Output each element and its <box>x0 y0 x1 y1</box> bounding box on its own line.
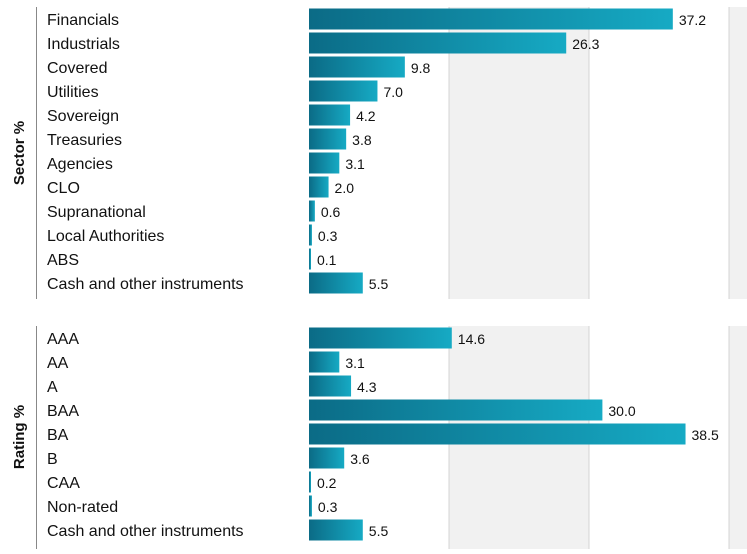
rating-bar <box>309 375 352 397</box>
sector-bar <box>309 248 311 270</box>
rating-bar <box>309 423 686 445</box>
rating-category-label: B <box>47 451 58 468</box>
sector-category-label: Local Authorities <box>47 228 164 245</box>
rating-bar <box>309 351 340 373</box>
rating-band-2 <box>729 326 747 549</box>
rating-data-label: 3.6 <box>350 451 370 467</box>
sector-axis-title: Sector % <box>11 121 28 185</box>
sector-data-label: 0.1 <box>317 252 337 268</box>
rating-axis-title: Rating % <box>11 405 28 469</box>
sector-bar <box>309 32 567 54</box>
sector-category-label: Treasuries <box>47 132 122 149</box>
sector-category-label: Supranational <box>47 204 146 221</box>
rating-bar <box>309 495 312 517</box>
rating-category-label: Non-rated <box>47 499 118 516</box>
sector-bar <box>309 272 363 294</box>
rating-data-label: 4.3 <box>357 379 377 395</box>
rating-bar <box>309 447 345 469</box>
sector-category-label: Cash and other instruments <box>47 276 244 293</box>
sector-data-label: 3.1 <box>345 156 365 172</box>
rating-data-label: 0.2 <box>317 475 337 491</box>
sector-data-label: 3.8 <box>352 132 372 148</box>
rating-data-label: 3.1 <box>345 355 365 371</box>
rating-data-label: 5.5 <box>369 523 389 539</box>
rating-data-label: 0.3 <box>318 499 338 515</box>
sector-category-label: Financials <box>47 12 119 29</box>
rating-category-label: BAA <box>47 403 79 420</box>
sector-category-label: Industrials <box>47 36 120 53</box>
sector-data-label: 4.2 <box>356 108 376 124</box>
sector-data-label: 5.5 <box>369 276 389 292</box>
sector-category-label: ABS <box>47 252 79 269</box>
sector-data-label: 26.3 <box>572 36 599 52</box>
rating-category-label: AAA <box>47 331 79 348</box>
sector-bar <box>309 128 347 150</box>
rating-category-label: AA <box>47 355 69 372</box>
sector-category-label: Utilities <box>47 84 99 101</box>
sector-bar <box>309 80 378 102</box>
rating-bar <box>309 327 452 349</box>
sector-band-1 <box>449 7 589 299</box>
sector-category-label: CLO <box>47 180 80 197</box>
rating-category-label: A <box>47 379 58 396</box>
rating-bar <box>309 471 311 493</box>
sector-bar <box>309 152 340 174</box>
sector-category-label: Covered <box>47 60 107 77</box>
sector-bar <box>309 56 405 78</box>
sector-band-2 <box>729 7 747 299</box>
sector-category-label: Sovereign <box>47 108 119 125</box>
sector-bar <box>309 8 673 30</box>
sector-bar <box>309 200 315 222</box>
rating-data-label: 30.0 <box>608 403 635 419</box>
rating-category-label: CAA <box>47 475 80 492</box>
sector-bar <box>309 176 329 198</box>
rating-bar <box>309 399 603 421</box>
rating-category-label: Cash and other instruments <box>47 523 244 540</box>
sector-category-label: Agencies <box>47 156 113 173</box>
sector-data-label: 0.6 <box>321 204 341 220</box>
rating-category-label: BA <box>47 427 69 444</box>
sector-data-label: 2.0 <box>335 180 355 196</box>
sector-data-label: 9.8 <box>411 60 431 76</box>
sector-bar <box>309 224 312 246</box>
rating-data-label: 38.5 <box>692 427 719 443</box>
sector-data-label: 0.3 <box>318 228 338 244</box>
sector-data-label: 7.0 <box>383 84 403 100</box>
rating-data-label: 14.6 <box>458 331 485 347</box>
rating-bar <box>309 519 363 541</box>
sector-bar <box>309 104 351 126</box>
sector-data-label: 37.2 <box>679 12 706 28</box>
